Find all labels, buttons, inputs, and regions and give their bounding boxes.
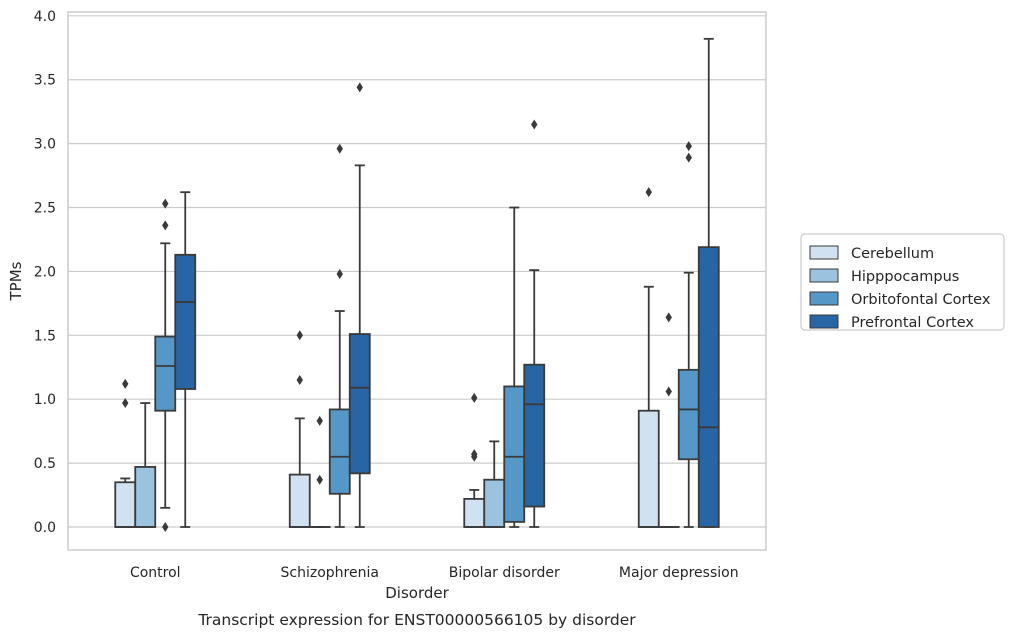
legend: Cerebellum Hipppocampus Orbitofontal Corte…: [800, 233, 1005, 331]
outlier-point: [685, 152, 692, 163]
box-hipppocampus: [657, 312, 680, 528]
box-body: [174, 253, 197, 390]
outlier-point: [316, 415, 323, 426]
box-orbitofontal-cortex: [503, 206, 526, 528]
legend-swatch: [809, 314, 839, 329]
outlier-point: [471, 449, 478, 460]
boxes: [114, 37, 720, 532]
legend-label: Orbitofontal Cortex: [851, 292, 991, 308]
outlier-point: [665, 312, 672, 323]
y-tick-label: 4.0: [34, 9, 56, 25]
y-tick-label: 0.5: [34, 456, 56, 472]
box-body: [463, 497, 486, 528]
legend-swatch: [809, 245, 839, 260]
legend-label: Cerebellum: [851, 246, 934, 262]
box-body: [523, 363, 546, 508]
legend-swatch: [809, 291, 839, 306]
outlier-point: [336, 143, 343, 154]
outlier-point: [645, 187, 652, 198]
x-tick-label: Control: [130, 565, 181, 581]
outlier-point: [356, 82, 363, 93]
legend-label: Hipppocampus: [851, 269, 959, 285]
plot-frame: [67, 11, 767, 551]
box-body: [154, 335, 177, 412]
outlier-point: [471, 392, 478, 403]
x-tick-label: Bipolar disorder: [449, 565, 560, 581]
box-orbitofontal-cortex: [328, 143, 351, 528]
box-cerebellum: [114, 378, 137, 528]
legend-frame: [800, 233, 1005, 331]
outlier-point: [665, 386, 672, 397]
box-body: [503, 385, 526, 523]
box-body: [348, 333, 371, 475]
box-hipppocampus: [308, 415, 331, 528]
y-axis-title: TPMs: [7, 261, 25, 301]
outlier-point: [685, 141, 692, 152]
box-body: [114, 481, 137, 528]
outlier-point: [296, 330, 303, 341]
box-cerebellum: [637, 187, 660, 528]
x-tick-label: Major depression: [619, 565, 739, 581]
y-tick-labels: 0.0 0.5 1.0 1.5 2.0 2.5 3.0 3.5 4.0: [34, 9, 56, 536]
outlier-point: [531, 119, 538, 130]
box-body: [288, 473, 311, 528]
box-hipppocampus: [134, 402, 157, 528]
outlier-point: [162, 220, 169, 231]
box-body: [483, 478, 506, 528]
x-tick-label: Schizophrenia: [281, 565, 379, 581]
y-tick-label: 0.0: [34, 520, 56, 536]
x-axis-title: Disorder: [385, 584, 449, 602]
y-tick-label: 1.5: [34, 328, 56, 344]
box-prefrontal-cortex: [174, 191, 197, 528]
box-prefrontal-cortex: [523, 119, 546, 528]
box-prefrontal-cortex: [348, 82, 371, 528]
box-body: [134, 466, 157, 528]
y-tick-label: 2.0: [34, 264, 56, 280]
outlier-point: [162, 521, 169, 532]
chart-caption: Transcript expression for ENST0000056610…: [197, 611, 636, 629]
legend-label: Prefrontal Cortex: [851, 315, 974, 331]
y-tick-label: 3.5: [34, 73, 56, 89]
box-body: [697, 246, 720, 528]
box-cerebellum: [288, 330, 311, 528]
outlier-point: [122, 398, 129, 409]
box-body: [637, 409, 660, 528]
outlier-point: [122, 378, 129, 389]
legend-swatch: [809, 268, 839, 283]
outlier-point: [296, 375, 303, 386]
y-tick-label: 2.5: [34, 201, 56, 217]
outlier-point: [316, 474, 323, 485]
y-tick-label: 1.0: [34, 392, 56, 408]
box-body: [677, 368, 700, 461]
box-prefrontal-cortex: [697, 37, 720, 528]
y-tick-label: 3.0: [34, 137, 56, 153]
outlier-point: [162, 198, 169, 209]
x-tick-labels: Control Schizophrenia Bipolar disorder Majo…: [130, 565, 739, 581]
box-body: [328, 408, 351, 495]
outlier-point: [336, 268, 343, 279]
